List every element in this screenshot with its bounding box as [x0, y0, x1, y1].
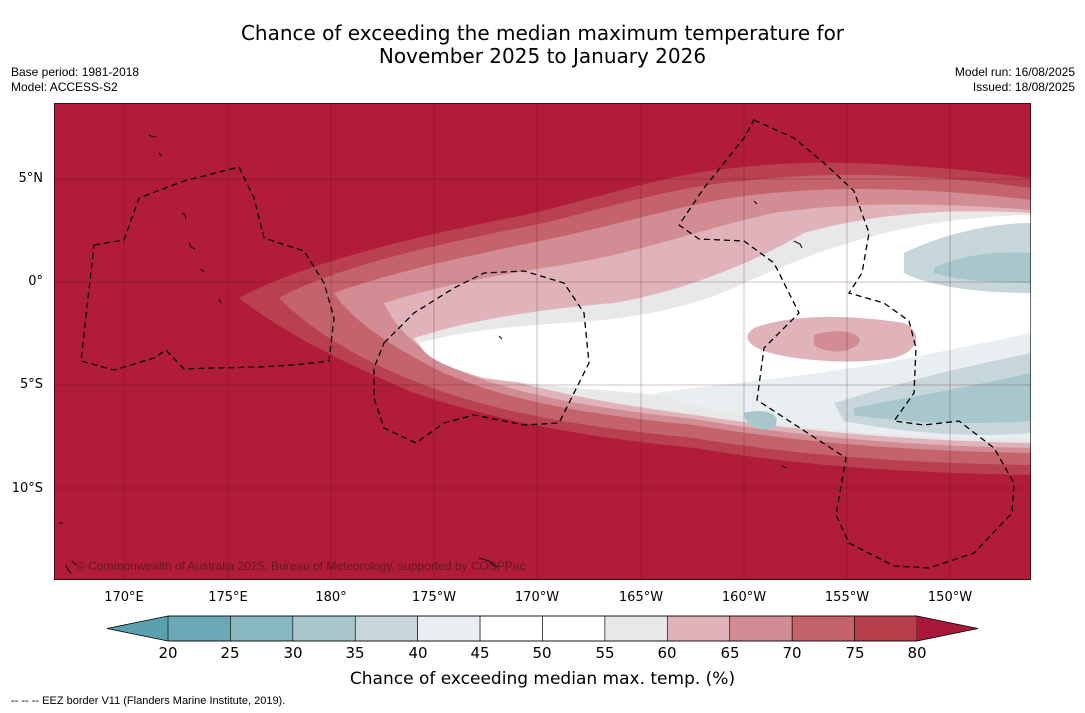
contour-band-30-south [854, 373, 1031, 423]
eez-border-kiribati-line [678, 119, 1015, 569]
colorbar-tick-label: 20 [158, 644, 178, 662]
colorbar-tick-label: 30 [283, 644, 303, 662]
colorbar-tick-label: 35 [345, 644, 365, 662]
eez-borders [80, 119, 1015, 569]
colorbar-tick-label: 45 [470, 644, 490, 662]
lon-label-170w: 170°W [514, 590, 560, 605]
colorbar-cell [791, 615, 855, 642]
lon-label-180: 180° [315, 590, 347, 605]
colorbar-tick-label: 75 [845, 644, 865, 662]
island-outline [148, 134, 157, 138]
island-outline [753, 200, 758, 205]
colorbar-cell [667, 615, 731, 642]
lon-label-175w: 175°W [411, 590, 457, 605]
lon-label-150w: 150°W [927, 590, 973, 605]
lon-label-165w: 165°W [618, 590, 664, 605]
lon-label-160w: 160°W [721, 590, 767, 605]
island-outline [158, 152, 163, 157]
island-outline [781, 465, 788, 469]
eez-border-kiribati-gilberts [80, 166, 335, 371]
colorbar-tick-label: 40 [408, 644, 428, 662]
colorbar-cell [354, 615, 418, 642]
colorbar-cell [479, 615, 543, 642]
island-outline [65, 564, 72, 574]
colorbar-cell [167, 615, 231, 642]
model-text: Model: ACCESS-S2 [11, 80, 118, 94]
colorbar-over-arrow [917, 616, 978, 641]
lat-label-5n: 5°N [18, 171, 44, 186]
colorbar-tick-label: 60 [657, 644, 677, 662]
base-period-text: Base period: 1981-2018 [11, 65, 140, 79]
colorbar-cell [604, 615, 668, 642]
graticule [54, 103, 1031, 580]
contour-band-30-west [744, 411, 777, 430]
lat-label-5s: 5°S [19, 377, 43, 392]
island-outline [188, 242, 196, 250]
colorbar-cell [292, 615, 356, 642]
colorbar-tick-label: 25 [220, 644, 240, 662]
island-outline [200, 268, 205, 273]
colorbar-cell [854, 615, 918, 642]
eez-footnote: -- -- -- EEZ border V11 (Flanders Marine… [11, 695, 286, 707]
lat-label-equator: 0° [28, 274, 43, 289]
forecast-map [54, 103, 1031, 580]
contour-band-65-inner [814, 331, 860, 352]
lon-label-175e: 175°E [208, 590, 248, 605]
colorbar-tick-label: 50 [532, 644, 552, 662]
colorbar-cell [417, 615, 481, 642]
island-outline [71, 560, 77, 566]
colorbar-under-arrow [107, 616, 168, 641]
map-frame [54, 103, 1031, 580]
colorbar-tick-label: 55 [595, 644, 615, 662]
island-outline [181, 212, 187, 220]
model-run-text: Model run: 16/08/2025 [954, 65, 1075, 79]
island-outlines [59, 134, 803, 574]
lon-label-155w: 155°W [824, 590, 870, 605]
colorbar-cell [729, 615, 793, 642]
island-outline [498, 335, 503, 340]
map-title-line1: Chance of exceeding the median maximum t… [240, 21, 845, 45]
island-outline [478, 557, 498, 568]
colorbar-outline [107, 615, 979, 642]
colorbar-cell [542, 615, 606, 642]
copyright-text: © Commonwealth of Australia 2025, Bureau… [76, 559, 526, 573]
colorbar-tick-label: 80 [907, 644, 927, 662]
lon-label-170e: 170°E [104, 590, 144, 605]
colorbar-tick-label: 70 [782, 644, 802, 662]
lat-label-10s: 10°S [11, 481, 43, 496]
issued-text: Issued: 18/08/2025 [972, 80, 1075, 94]
colorbar-title: Chance of exceeding median max. temp. (%… [349, 669, 736, 689]
colorbar-cell [230, 615, 294, 642]
colorbar-tick-label: 65 [720, 644, 740, 662]
map-title-line2: November 2025 to January 2026 [378, 44, 707, 68]
island-outline [793, 240, 803, 249]
contour-band-30 [934, 252, 1031, 283]
colorbar [107, 615, 979, 642]
island-outline [218, 298, 222, 304]
eez-border-kiribati-phoenix [373, 270, 590, 444]
